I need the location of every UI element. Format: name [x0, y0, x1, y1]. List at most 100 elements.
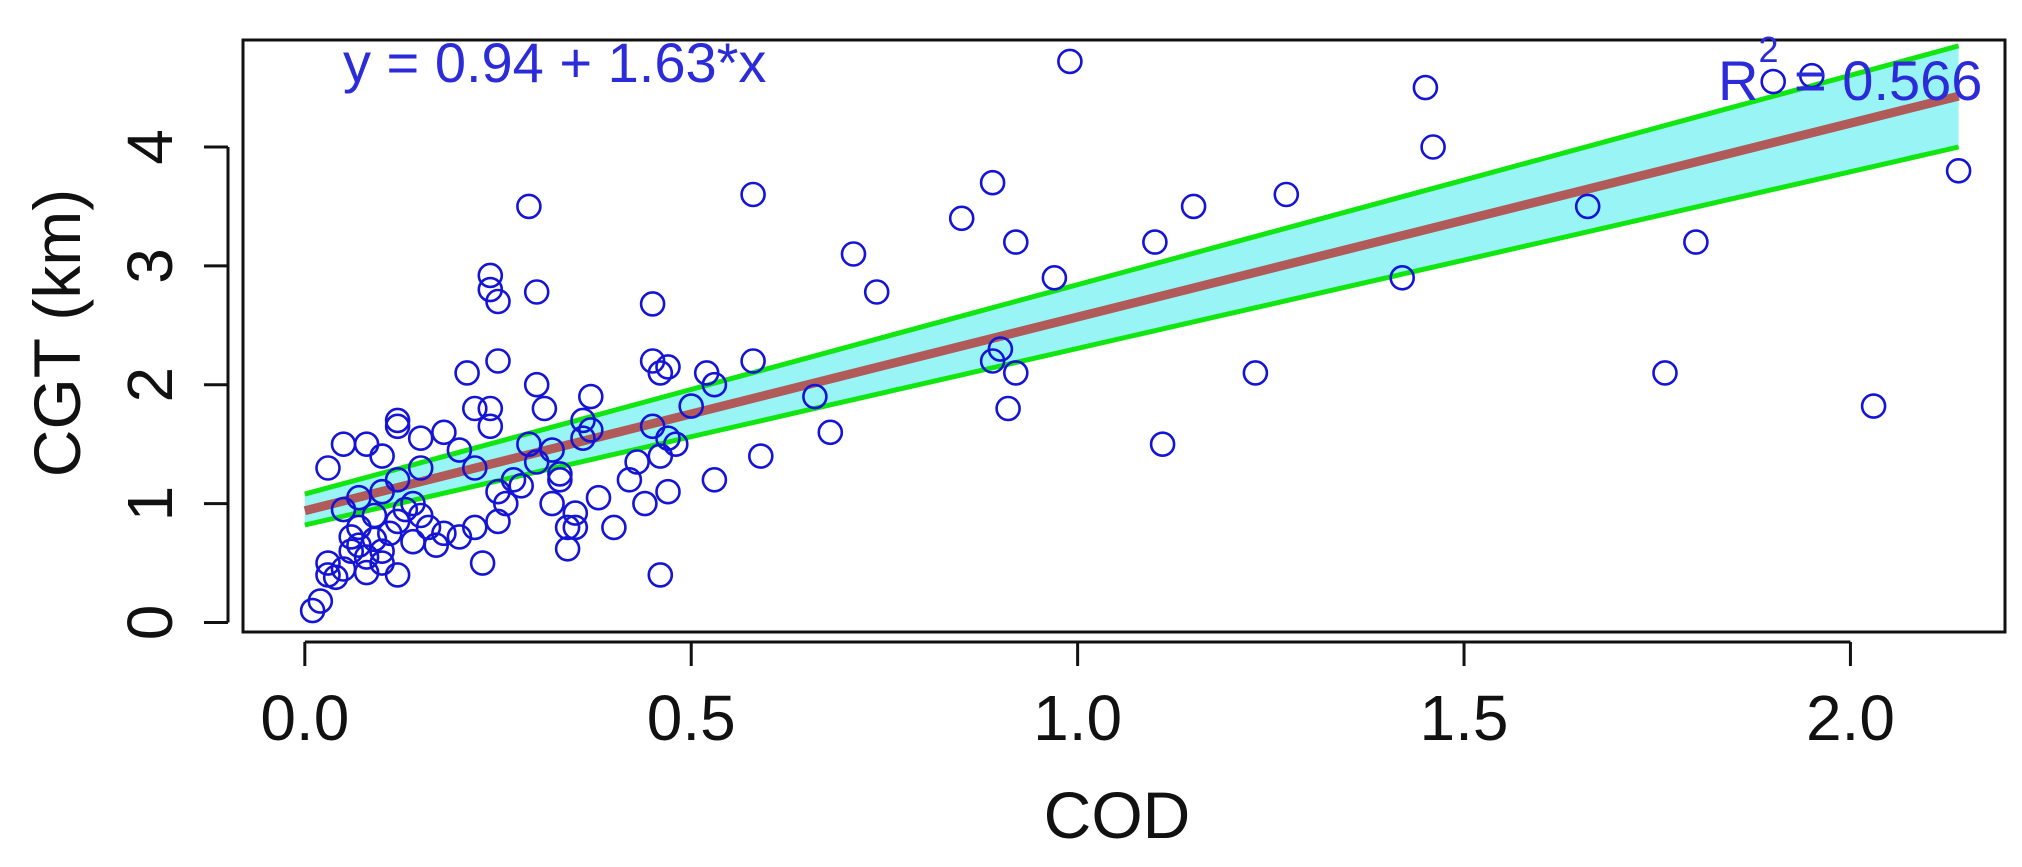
data-point: [632, 490, 658, 517]
r-squared-value: = 0.566: [1778, 49, 1982, 112]
data-point: [995, 395, 1021, 422]
data-point: [369, 443, 395, 469]
r-squared-label: R2 = 0.566: [1718, 29, 1982, 112]
r-squared-superscript: 2: [1758, 29, 1778, 70]
data-point: [1180, 193, 1207, 220]
axes: 0.0 0.5 1.0 1.5 2.0 0 1 2 3 4: [114, 129, 1895, 754]
data-point: [508, 472, 535, 499]
data-point: [400, 490, 426, 517]
data-point: [1057, 48, 1083, 75]
data-point: [577, 383, 604, 410]
data-point: [322, 564, 349, 591]
data-point: [338, 538, 365, 565]
x-tick-label: 1.0: [1033, 682, 1122, 754]
data-point: [1149, 431, 1176, 458]
data-point: [655, 478, 681, 505]
regression-line-path: [303, 91, 1960, 516]
data-point: [523, 279, 550, 305]
plot-frame: [241, 38, 2007, 634]
data-point: [1760, 68, 1786, 95]
confidence-band-lower: [304, 144, 1960, 528]
x-tick-label: 0.0: [260, 682, 349, 754]
data-point: [516, 431, 542, 458]
data-point: [384, 407, 411, 434]
y-tick-label: 2: [114, 367, 186, 403]
data-point: [539, 437, 565, 463]
data-point: [701, 466, 728, 493]
y-axis-title: CGT (km): [20, 189, 94, 477]
data-point: [655, 354, 681, 380]
data-point: [817, 419, 844, 446]
x-tick-label: 2.0: [1806, 682, 1895, 754]
data-point: [330, 431, 357, 458]
y-tick-label: 4: [114, 129, 186, 165]
data-point: [585, 484, 612, 511]
data-point: [616, 466, 643, 493]
data-point: [562, 514, 589, 541]
data-point: [361, 502, 388, 529]
data-point: [400, 528, 426, 555]
y-tick-label: 3: [114, 248, 186, 284]
y-tick-label: 0: [114, 605, 186, 641]
data-point: [1389, 264, 1415, 291]
data-point: [840, 241, 867, 267]
data-point: [523, 371, 550, 398]
data-point: [1860, 393, 1887, 419]
data-point: [1652, 360, 1678, 386]
data-point: [1412, 74, 1439, 101]
data-point: [384, 413, 411, 440]
data-point: [1002, 360, 1029, 386]
data-point: [979, 169, 1006, 196]
data-point: [431, 419, 457, 446]
data-point: [639, 291, 666, 317]
data-point: [1420, 134, 1446, 160]
data-points: [299, 48, 1972, 624]
data-point: [577, 417, 604, 443]
data-point: [369, 538, 395, 565]
regression-line: [303, 91, 1960, 516]
data-point: [948, 205, 975, 232]
data-point: [678, 393, 705, 419]
data-point: [454, 360, 480, 386]
data-point: [346, 484, 372, 511]
data-point: [531, 395, 558, 422]
data-point: [747, 443, 774, 469]
data-point: [647, 360, 674, 386]
data-point: [662, 431, 689, 458]
data-point: [415, 514, 442, 541]
data-point: [392, 496, 419, 523]
data-point: [802, 383, 828, 410]
data-point: [1002, 229, 1029, 255]
r-squared-r: R: [1718, 49, 1758, 112]
data-point: [570, 425, 596, 452]
data-point: [601, 514, 627, 541]
data-point: [539, 490, 565, 517]
data-point: [384, 562, 411, 588]
data-point: [431, 520, 457, 547]
data-point: [315, 455, 341, 481]
data-point: [477, 413, 504, 440]
data-point: [647, 562, 674, 588]
confidence-band-upper: [304, 43, 1960, 497]
data-point: [461, 395, 488, 422]
data-point: [554, 535, 581, 562]
data-point: [407, 425, 434, 452]
data-point: [315, 550, 341, 576]
data-point: [1945, 158, 1972, 184]
data-point: [1273, 181, 1300, 208]
data-point: [1242, 360, 1269, 386]
data-point: [461, 514, 488, 541]
data-point: [516, 193, 542, 220]
data-point: [477, 395, 504, 422]
data-point: [1683, 229, 1709, 255]
data-point: [492, 490, 519, 517]
data-point: [1799, 62, 1825, 89]
data-point: [562, 500, 589, 526]
data-point: [740, 181, 766, 208]
data-point: [446, 437, 473, 463]
data-point: [1574, 193, 1601, 220]
data-point: [477, 262, 504, 289]
data-point: [307, 588, 334, 614]
data-point: [987, 336, 1014, 362]
